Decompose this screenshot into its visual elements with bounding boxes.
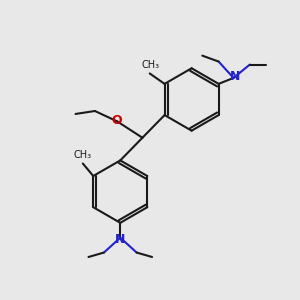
Text: O: O [111, 114, 122, 127]
Text: N: N [230, 70, 240, 83]
Text: N: N [115, 233, 125, 246]
Text: CH₃: CH₃ [141, 60, 159, 70]
Text: CH₃: CH₃ [74, 150, 92, 160]
